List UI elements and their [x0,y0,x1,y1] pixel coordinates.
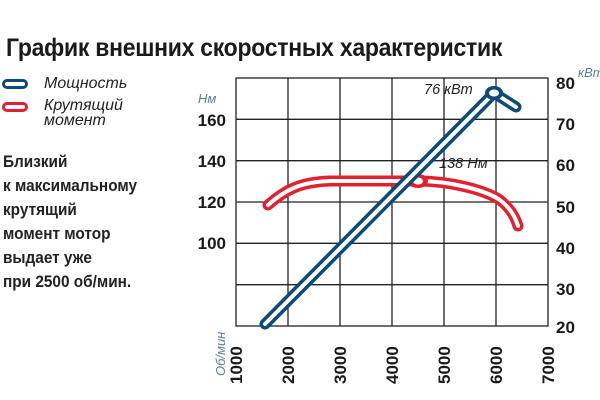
note-line: при 2500 об/мин. [3,273,132,291]
power-peak-label: 76 кВт [424,82,473,98]
x-tick: 2000 [279,346,298,384]
x-tick: 1000 [227,346,246,384]
right-tick: 60 [556,156,575,175]
left-axis-unit: Нм [198,91,216,106]
right-axis-ticks: 80 70 60 50 40 30 20 [556,74,575,337]
torque-peak-label: 138 Нм [439,156,488,172]
right-tick: 30 [556,280,575,299]
left-tick: 140 [198,152,226,171]
right-tick: 70 [556,115,575,134]
power-curve [259,86,522,330]
note-line: Близкий [3,153,68,171]
note-line: к максимальному [3,177,138,195]
torque-swatch-icon [2,102,28,112]
right-tick: 20 [556,318,575,337]
torque-curve [262,174,524,232]
x-tick: 5000 [435,346,454,384]
right-tick: 50 [556,198,575,217]
legend-label-torque-1: Крутящий [44,97,123,114]
legend-label-power: Мощность [44,75,128,92]
right-axis-unit: кВт [578,65,600,80]
legend-item-torque: Крутящий момент [0,98,200,138]
legend-label-torque-2: момент [44,112,106,129]
x-axis-unit: Об/мин [213,332,228,376]
note-line: выдает уже [3,249,92,267]
left-tick: 120 [198,193,226,212]
legend-item-power: Мощность [0,75,200,95]
power-swatch-icon [2,79,28,89]
x-tick: 3000 [331,346,350,384]
chart-title: График внешних скоростных характеристик [6,34,503,62]
x-tick: 7000 [539,346,558,384]
note-line: крутящий [3,201,77,219]
x-axis-ticks: 1000 2000 3000 4000 5000 6000 7000 [227,346,558,384]
left-tick: 160 [198,111,226,130]
right-tick: 80 [556,74,575,93]
left-tick: 100 [198,234,226,253]
note-line: момент мотор [3,225,111,243]
x-tick: 6000 [487,346,506,384]
left-axis-ticks: 160 140 120 100 [198,111,226,253]
right-tick: 40 [556,239,575,258]
note-text: Близкий к максимальному крутящий момент … [3,150,137,294]
x-tick: 4000 [383,346,402,384]
